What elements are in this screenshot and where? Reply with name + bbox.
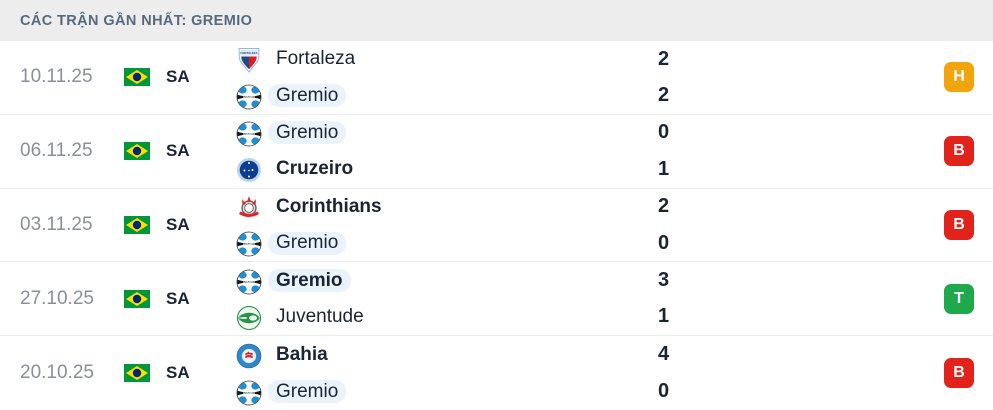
svg-text:GREMIO: GREMIO [243, 132, 256, 136]
svg-text:GREMIO: GREMIO [243, 280, 256, 284]
svg-text:GREMIO: GREMIO [243, 391, 256, 395]
svg-text:FORTALEZA: FORTALEZA [240, 51, 258, 55]
svg-text:GREMIO: GREMIO [243, 95, 256, 99]
svg-text:GREMIO: GREMIO [243, 242, 256, 246]
